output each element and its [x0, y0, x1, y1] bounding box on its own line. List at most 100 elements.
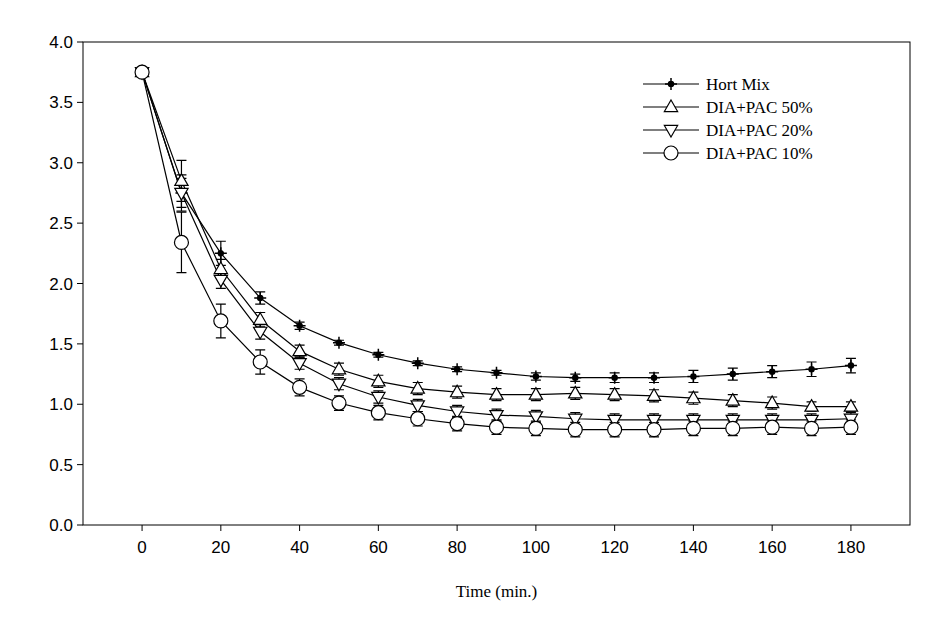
data-point	[450, 417, 464, 431]
x-tick	[614, 525, 615, 531]
data-point	[372, 349, 384, 361]
y-tick-label: 1.5	[49, 335, 73, 354]
data-point	[530, 370, 542, 382]
plot-frame	[83, 42, 910, 525]
data-point	[411, 412, 425, 426]
y-tick	[77, 404, 83, 405]
error-bar	[767, 366, 777, 378]
error-bar	[807, 362, 817, 376]
x-tick	[457, 525, 458, 531]
y-tick-label: 1.0	[49, 395, 73, 414]
legend-label: DIA+PAC 50%	[706, 98, 813, 117]
data-point	[766, 396, 779, 408]
data-point	[766, 366, 778, 378]
data-point	[254, 292, 266, 304]
x-tick-label: 40	[290, 538, 309, 557]
x-tick	[535, 525, 536, 531]
data-point	[569, 386, 582, 398]
legend-marker	[664, 146, 678, 160]
x-tick-label: 160	[758, 538, 786, 557]
series-line	[142, 72, 851, 429]
data-point	[175, 174, 188, 186]
x-tick-label: 140	[679, 538, 707, 557]
y-tick-label: 2.0	[49, 275, 73, 294]
data-point	[844, 420, 858, 434]
error-bar	[688, 370, 698, 382]
data-point	[412, 357, 424, 369]
data-point	[214, 275, 227, 287]
data-point	[372, 374, 385, 386]
data-point	[491, 367, 503, 379]
x-tick	[772, 525, 773, 531]
data-point	[805, 400, 818, 412]
x-tick	[142, 525, 143, 531]
error-bar	[728, 368, 738, 380]
data-point	[332, 379, 345, 391]
data-point	[333, 337, 345, 349]
error-bar	[846, 358, 856, 372]
data-point	[568, 423, 582, 437]
x-tick-label: 180	[837, 538, 865, 557]
data-point	[529, 388, 542, 400]
x-axis-label: Time (min.)	[456, 582, 538, 601]
y-tick	[77, 102, 83, 103]
y-tick	[77, 525, 83, 526]
data-point	[175, 188, 188, 200]
data-point	[648, 372, 660, 384]
y-tick	[77, 223, 83, 224]
data-point	[569, 372, 581, 384]
data-point	[727, 368, 739, 380]
data-point	[529, 421, 543, 435]
x-tick-label: 100	[522, 538, 550, 557]
legend-marker	[665, 78, 677, 90]
data-point	[411, 382, 424, 394]
x-tick-label: 80	[448, 538, 467, 557]
data-point	[136, 66, 148, 78]
error-bar	[255, 292, 265, 304]
data-point	[332, 396, 346, 410]
data-point	[609, 372, 621, 384]
data-point	[174, 235, 188, 249]
series-line	[142, 72, 851, 377]
chart: 0.00.51.01.52.02.53.03.54.00204060801001…	[0, 0, 930, 617]
data-point	[647, 423, 661, 437]
legend-marker	[664, 100, 677, 112]
data-point	[135, 65, 149, 79]
data-point	[411, 401, 424, 413]
data-point	[293, 344, 306, 356]
data-point	[608, 388, 621, 400]
x-tick-label: 60	[369, 538, 388, 557]
y-tick-label: 2.5	[49, 214, 73, 233]
y-tick	[77, 343, 83, 344]
series-line	[142, 72, 851, 406]
x-tick-label: 20	[211, 538, 230, 557]
data-point	[214, 314, 228, 328]
legend-label: DIA+PAC 10%	[706, 144, 813, 163]
data-point	[647, 389, 660, 401]
data-point	[765, 420, 779, 434]
data-point	[293, 359, 306, 371]
y-tick-label: 3.5	[49, 93, 73, 112]
x-tick	[299, 525, 300, 531]
x-tick	[220, 525, 221, 531]
data-point	[805, 421, 819, 435]
data-point	[214, 262, 227, 274]
data-point	[490, 420, 504, 434]
data-point	[451, 363, 463, 375]
y-tick	[77, 464, 83, 465]
plot-marks	[135, 65, 858, 437]
x-tick-label: 0	[137, 538, 146, 557]
legend-label: Hort Mix	[706, 75, 770, 94]
data-point	[687, 370, 699, 382]
series-line	[142, 72, 851, 420]
data-point	[686, 421, 700, 435]
data-point	[844, 400, 857, 412]
data-point	[687, 391, 700, 403]
data-point	[332, 362, 345, 374]
legend-label: DIA+PAC 20%	[706, 121, 813, 140]
y-tick-label: 4.0	[49, 33, 73, 52]
x-tick-label: 120	[600, 538, 628, 557]
data-point	[450, 385, 463, 397]
data-point	[293, 380, 307, 394]
data-point	[726, 394, 739, 406]
